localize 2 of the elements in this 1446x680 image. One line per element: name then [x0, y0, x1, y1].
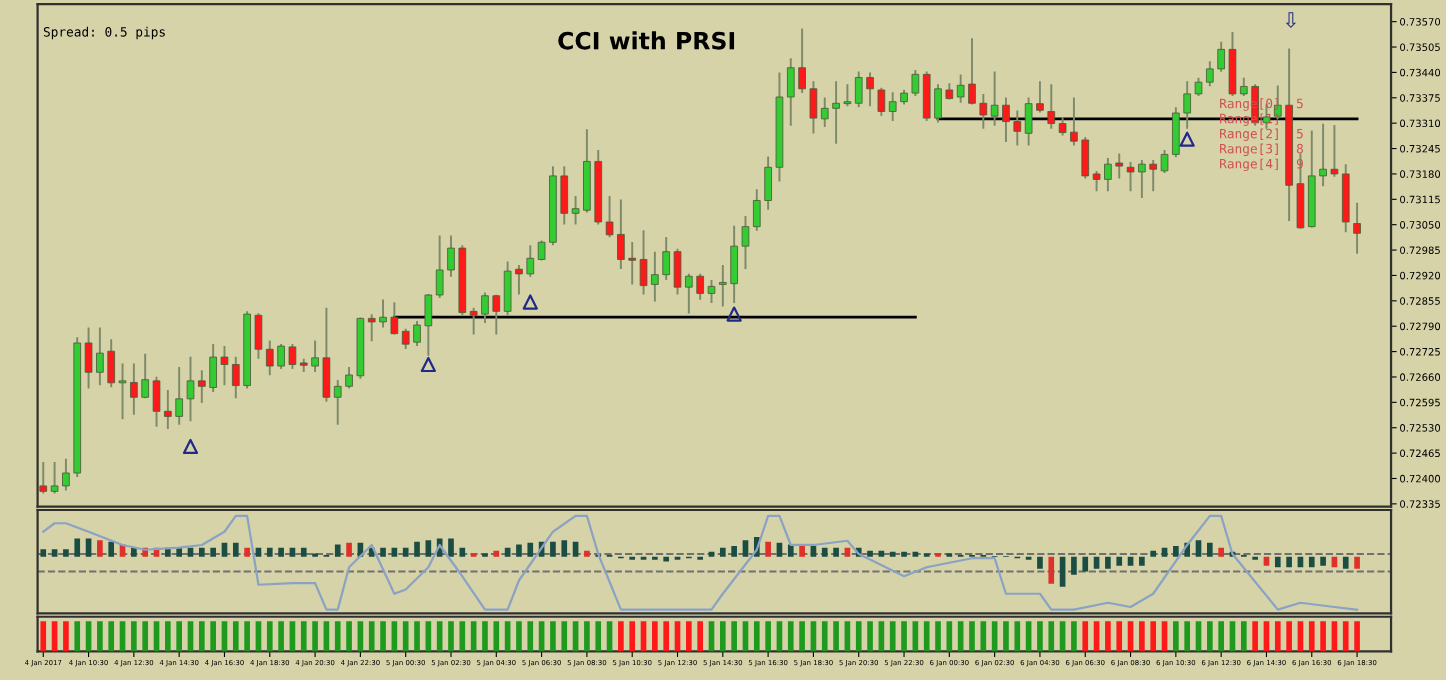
text: CCI with PRSI	[558, 31, 735, 50]
annotation: ⇩	[1285, 12, 1297, 28]
